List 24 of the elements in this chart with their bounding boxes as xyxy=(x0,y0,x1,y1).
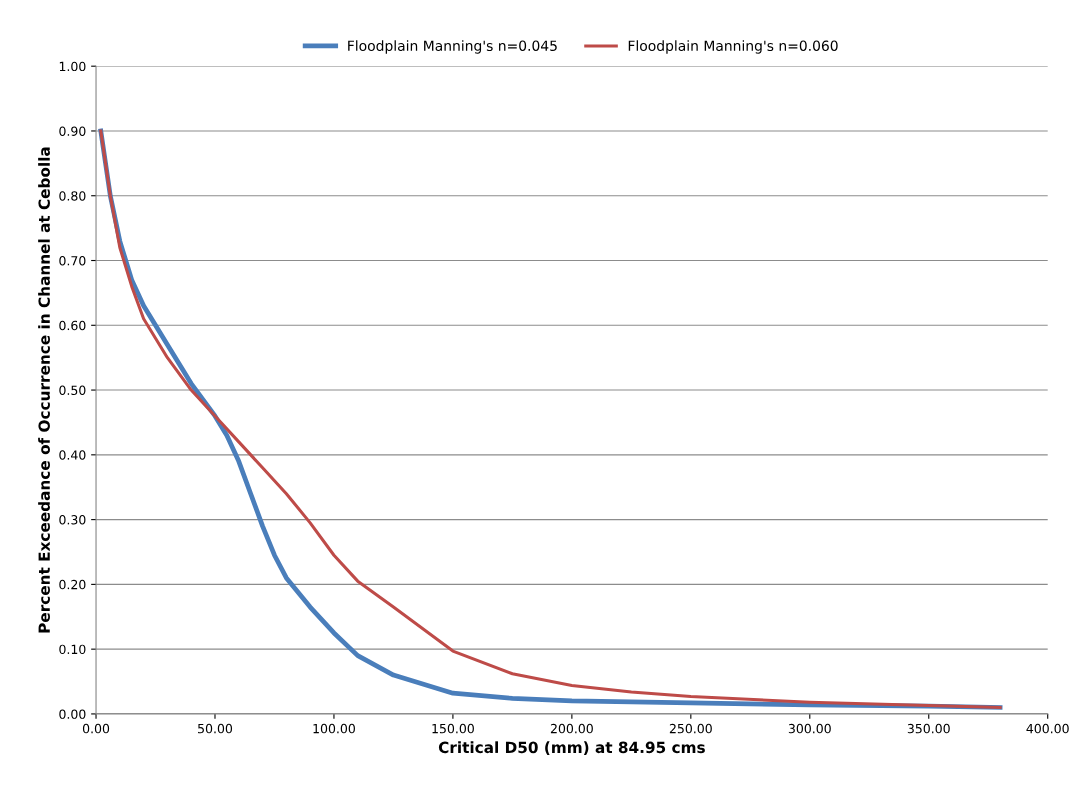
legend-label: Floodplain Manning's n=0.045 xyxy=(348,40,557,54)
x-axis-title: Critical D50 (mm) at 84.95 cms xyxy=(438,741,705,755)
x-tick-label: 250.00 xyxy=(669,723,712,734)
y-tick-label: 0.90 xyxy=(59,126,86,136)
x-tick-label: 0.00 xyxy=(82,723,110,734)
x-tick-label: 300.00 xyxy=(788,723,831,734)
x-tick-label: 100.00 xyxy=(313,723,355,734)
y-tick-label: 0.20 xyxy=(59,579,86,590)
y-tick-label: 0.10 xyxy=(59,644,86,655)
y-axis-title: Percent Exceedance of Occurrence in Channel at Cebolla xyxy=(38,147,50,633)
legend-label: Floodplain Manning's n=0.060 xyxy=(628,40,838,54)
y-tick-label: 0.40 xyxy=(59,450,86,460)
x-tick-label: 400.00 xyxy=(1026,723,1069,734)
y-tick-label: 1.00 xyxy=(59,61,86,72)
x-tick-label: 150.00 xyxy=(432,723,474,734)
y-tick-label: 0.50 xyxy=(59,385,86,395)
y-tick-label: 0.70 xyxy=(59,255,86,266)
x-tick-label: 350.00 xyxy=(907,723,950,734)
x-tick-label: 50.00 xyxy=(198,723,233,734)
y-tick-label: 0.80 xyxy=(59,191,86,201)
x-tick-label: 200.00 xyxy=(550,723,593,734)
y-tick-label: 0.30 xyxy=(59,515,86,525)
y-tick-label: 0.60 xyxy=(59,320,86,331)
y-tick-label: 0.00 xyxy=(59,709,86,719)
